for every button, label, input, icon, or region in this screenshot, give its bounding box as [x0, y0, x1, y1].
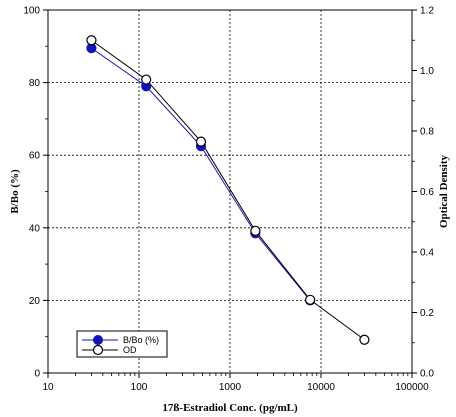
y-tick-label: 0 — [34, 369, 40, 380]
x-tick-label: 10 — [42, 382, 54, 393]
legend-box — [76, 330, 168, 358]
x-axis: 10 100 1000 10000 100000 — [42, 373, 429, 393]
y-tick-label: 20 — [29, 296, 41, 307]
x-tick-label: 100000 — [395, 382, 429, 393]
y-axis-right: 0.0 0.2 0.4 0.6 0.8 1.0 1.2 — [412, 6, 434, 380]
data-point-od — [195, 136, 207, 147]
y-tick-label: 40 — [29, 223, 41, 234]
data-point-od — [305, 294, 316, 305]
x-tick-label: 100 — [131, 382, 148, 393]
data-point-od — [141, 74, 152, 85]
legend-label-od: OD — [123, 345, 137, 355]
y-axis-title: B/Bo (%) — [9, 169, 21, 214]
data-point-od — [250, 225, 261, 236]
y2-tick-label: 0.4 — [420, 248, 434, 259]
legend: B/Bo (%) OD — [76, 330, 168, 358]
y2-tick-label: 0.0 — [420, 369, 434, 380]
legend-swatch-marker-bbo — [93, 335, 103, 345]
y-tick-label: 80 — [29, 78, 41, 89]
data-point-od — [86, 35, 97, 46]
series-line-od — [91, 39, 365, 341]
x-axis-title: 17ß-Estradiol Conc. (pg/mL) — [162, 402, 298, 414]
legend-label-bbo: B/Bo (%) — [123, 335, 159, 345]
y2-tick-label: 0.6 — [420, 187, 434, 198]
series-points — [86, 35, 370, 345]
x-tick-label: 1000 — [219, 382, 242, 393]
y-tick-label: 100 — [23, 6, 40, 17]
y2-tick-label: 1.2 — [420, 6, 434, 17]
y2-tick-label: 1.0 — [420, 66, 434, 77]
y2-axis-title: Optical Density — [438, 154, 450, 228]
y-axis-left: 0 20 40 60 80 100 — [23, 6, 48, 380]
data-point-od — [359, 334, 370, 345]
x-tick-label: 10000 — [307, 382, 335, 393]
y-tick-label: 60 — [29, 151, 41, 162]
y2-tick-label: 0.2 — [420, 308, 434, 319]
legend-swatch-marker-od — [92, 344, 104, 356]
gridlines — [48, 10, 412, 373]
y2-tick-label: 0.8 — [420, 127, 434, 138]
